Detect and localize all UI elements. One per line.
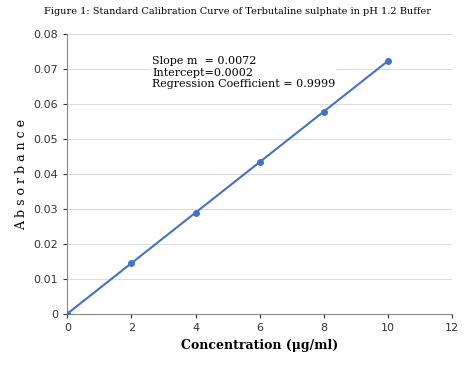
Y-axis label: A b s o r b a n c e: A b s o r b a n c e xyxy=(15,119,28,229)
Text: Slope m  = 0.0072
Intercept=0.0002
Regression Coefficient = 0.9999: Slope m = 0.0072 Intercept=0.0002 Regres… xyxy=(152,56,335,89)
Text: Figure 1: Standard Calibration Curve of Terbutaline sulphate in pH 1.2 Buffer: Figure 1: Standard Calibration Curve of … xyxy=(44,7,430,17)
X-axis label: Concentration (μg/ml): Concentration (μg/ml) xyxy=(181,339,338,352)
